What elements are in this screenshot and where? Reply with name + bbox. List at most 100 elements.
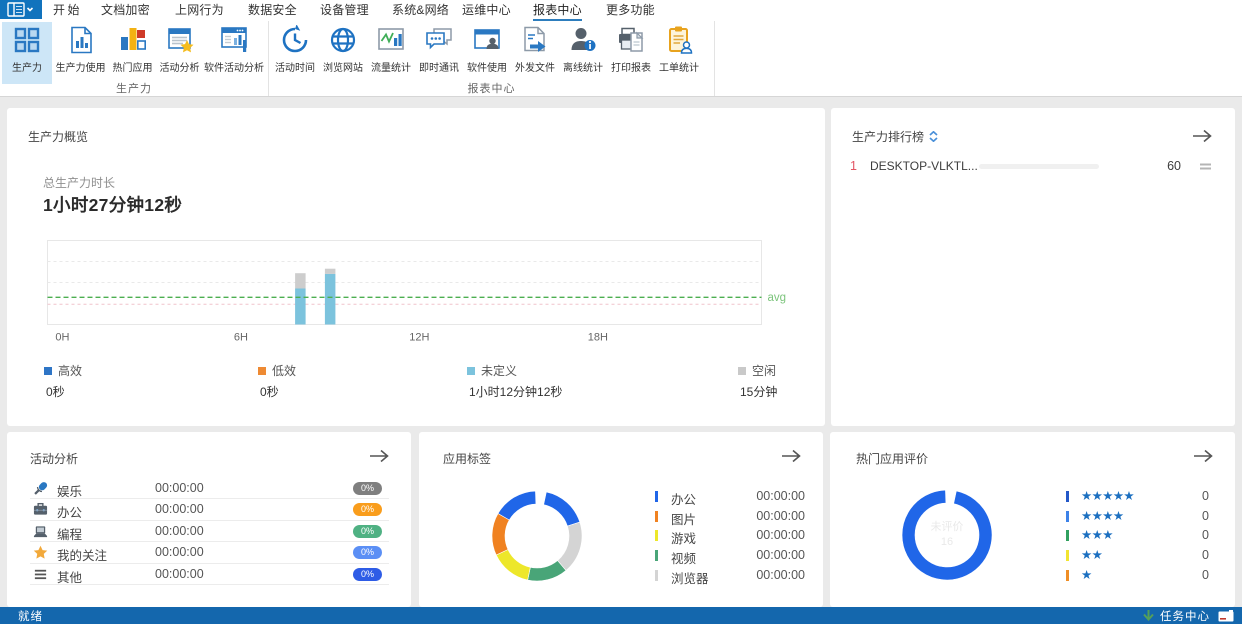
- ribbon-item-label: 热门应用: [112, 63, 153, 74]
- legend-tick: [655, 569, 658, 581]
- clipboard-user-icon: [664, 25, 694, 55]
- rating-count: 0: [1202, 528, 1209, 543]
- activity-row[interactable]: 办公 00:00:00 0%: [30, 499, 389, 521]
- activity-label: 娱乐: [57, 485, 83, 499]
- ribbon-item-label: 即时通讯: [419, 63, 459, 74]
- svg-text:6H: 6H: [234, 332, 248, 344]
- menu-tab-1[interactable]: 开始: [53, 3, 83, 17]
- ribbon-item-label: 外发文件: [515, 63, 555, 74]
- activity-label: 办公: [57, 506, 83, 521]
- legend-name: 视频: [671, 552, 697, 567]
- keyboard-icon[interactable]: [1218, 609, 1234, 622]
- ribbon-item-doc-arrow[interactable]: 外发文件: [511, 22, 559, 84]
- activity-row[interactable]: 编程 00:00:00 0%: [30, 521, 389, 543]
- trend-equal-icon: [1200, 163, 1211, 170]
- ribbon-item-printer[interactable]: 打印报表: [607, 22, 655, 84]
- ribbon-item-clock-history[interactable]: 活动时间: [271, 22, 319, 84]
- activity-row[interactable]: 其他 00:00:00 0%: [30, 564, 389, 585]
- card-app-tags: 应用标签 办公 00:00:00 图片 00:00:00 游戏 00:00:00…: [419, 432, 823, 607]
- ribbon-item-productivity-grid[interactable]: 生产力: [2, 22, 52, 84]
- task-center-button[interactable]: 任务中心: [1160, 610, 1210, 623]
- ribbon-item-user-info[interactable]: 离线统计: [559, 22, 607, 84]
- score-value: 60: [1167, 159, 1181, 173]
- ribbon-item-doc-chart[interactable]: 生产力使用: [52, 22, 109, 84]
- activity-row[interactable]: 我的关注 00:00:00 0%: [30, 542, 389, 564]
- ribbon-group-label: 生产力: [116, 83, 152, 95]
- ribbon-item-window-chart[interactable]: 软件活动分析: [203, 22, 265, 84]
- legend-name: 浏览器: [671, 571, 709, 586]
- activity-percent-badge: 0%: [353, 546, 382, 560]
- ribbon-item-window-user[interactable]: 软件使用: [463, 22, 511, 84]
- ribbon-item-label: 活动时间: [275, 63, 315, 74]
- ribbon-item-label: 软件使用: [467, 63, 507, 74]
- legend-value: 0秒: [46, 385, 65, 399]
- menu-lines-icon: [33, 567, 48, 582]
- ratings-legend-row: ★★★★★ 0: [1066, 487, 1209, 507]
- apptags-legend-row: 图片 00:00:00: [655, 507, 805, 527]
- open-activity-arrow-icon[interactable]: [368, 448, 390, 464]
- activity-percent-badge: 0%: [353, 482, 382, 495]
- ratings-legend-row: ★★★★ 0: [1066, 507, 1209, 527]
- menu-tab-5[interactable]: 设备管理: [320, 3, 369, 17]
- ribbon-item-chat-bubbles[interactable]: 即时通讯: [415, 22, 463, 84]
- legend-name: 图片: [671, 512, 697, 527]
- ratings-donut-chart: [901, 489, 993, 581]
- menu-tab-4[interactable]: 数据安全: [248, 3, 297, 17]
- card-productivity-overview: 生产力概览 总生产力时长 1小时27分钟12秒 avg 0H 6H 12H 18H 高效…: [7, 108, 825, 426]
- app-menu-button[interactable]: [0, 0, 42, 19]
- apptags-legend-row: 办公 00:00:00: [655, 487, 805, 507]
- activity-time: 00:00:00: [155, 502, 204, 517]
- menu-tab-9[interactable]: 更多功能: [606, 3, 655, 17]
- legend-swatch: [467, 366, 475, 375]
- ribbon-item-bars-colorful[interactable]: 热门应用: [109, 22, 156, 84]
- ribbon: 生产力 生产力使用 热门应用 活动分析 软件活动分析 生产力 活动时间: [0, 21, 1242, 97]
- legend-tick: [1066, 491, 1069, 502]
- rating-count: 0: [1202, 567, 1209, 582]
- open-ranking-arrow-icon[interactable]: [1191, 128, 1213, 144]
- ribbon-item-globe[interactable]: 浏览网站: [319, 22, 367, 84]
- apptags-legend-row: 游戏 00:00:00: [655, 526, 805, 546]
- ratings-center-label: 未评价 16: [930, 521, 964, 548]
- app-window-icon: [7, 2, 34, 17]
- legend-name: 高效: [58, 364, 83, 378]
- card-title: 活动分析: [30, 452, 79, 466]
- legend-time: 00:00:00: [756, 489, 805, 503]
- card-title: 热门应用评价: [856, 452, 929, 466]
- rank-number: 1: [850, 159, 857, 173]
- ratings-legend-row: ★★★ 0: [1066, 526, 1209, 546]
- ribbon-item-label: 离线统计: [563, 63, 603, 74]
- laptop-icon: [33, 524, 48, 539]
- activity-label: 其他: [57, 570, 83, 585]
- sort-icon[interactable]: [929, 131, 938, 142]
- open-ratings-arrow-icon[interactable]: [1192, 448, 1214, 464]
- ribbon-item-doc-star[interactable]: 活动分析: [156, 22, 203, 84]
- window-user-icon: [472, 25, 502, 55]
- ribbon-item-traffic-chart[interactable]: 流量统计: [367, 22, 415, 84]
- menu-tab-8[interactable]: 报表中心: [524, 0, 591, 21]
- activity-row[interactable]: 娱乐 00:00:00 0%: [30, 478, 389, 500]
- app-tags-donut-chart: [491, 490, 583, 582]
- ribbon-item-clipboard-user[interactable]: 工单统计: [655, 22, 703, 84]
- ratings-legend-row: ★ 0: [1066, 566, 1209, 586]
- legend-name: 游戏: [671, 532, 697, 547]
- legend-value: 15分钟: [740, 385, 778, 399]
- chat-bubbles-icon: [424, 25, 454, 55]
- card-hot-app-ratings: 热门应用评价 未评价 16 ★★★★★ 0 ★★★★ 0 ★★★ 0 ★★ 0 …: [830, 432, 1235, 607]
- score-progress-bar: [979, 164, 1099, 169]
- menu-tab-2[interactable]: 文档加密: [101, 3, 150, 17]
- ribbon-group-1: 生产力 生产力使用 热门应用 活动分析 软件活动分析 生产力: [0, 21, 269, 96]
- ribbon-group-2: 活动时间 浏览网站 流量统计 即时通讯 软件使用 外发文件 离线统计: [269, 21, 715, 96]
- svg-text:avg: avg: [768, 292, 787, 304]
- status-bar: 就绪 任务中心: [0, 607, 1242, 624]
- menu-tab-7[interactable]: 运维中心: [462, 3, 511, 17]
- legend-time: 00:00:00: [756, 567, 805, 582]
- menu-tab-6[interactable]: 系统&网络: [392, 3, 450, 17]
- star-icon: [33, 545, 48, 560]
- activity-percent-badge: 0%: [353, 503, 382, 517]
- legend-name: 低效: [272, 364, 297, 378]
- menu-tab-3[interactable]: 上网行为: [175, 3, 224, 17]
- doc-arrow-icon: [520, 25, 550, 55]
- overview-legend-item: 空闲 15分钟: [738, 362, 777, 400]
- ranking-row[interactable]: 1 DESKTOP-VLKTL... 60: [831, 155, 1235, 177]
- open-apptags-arrow-icon[interactable]: [780, 448, 802, 464]
